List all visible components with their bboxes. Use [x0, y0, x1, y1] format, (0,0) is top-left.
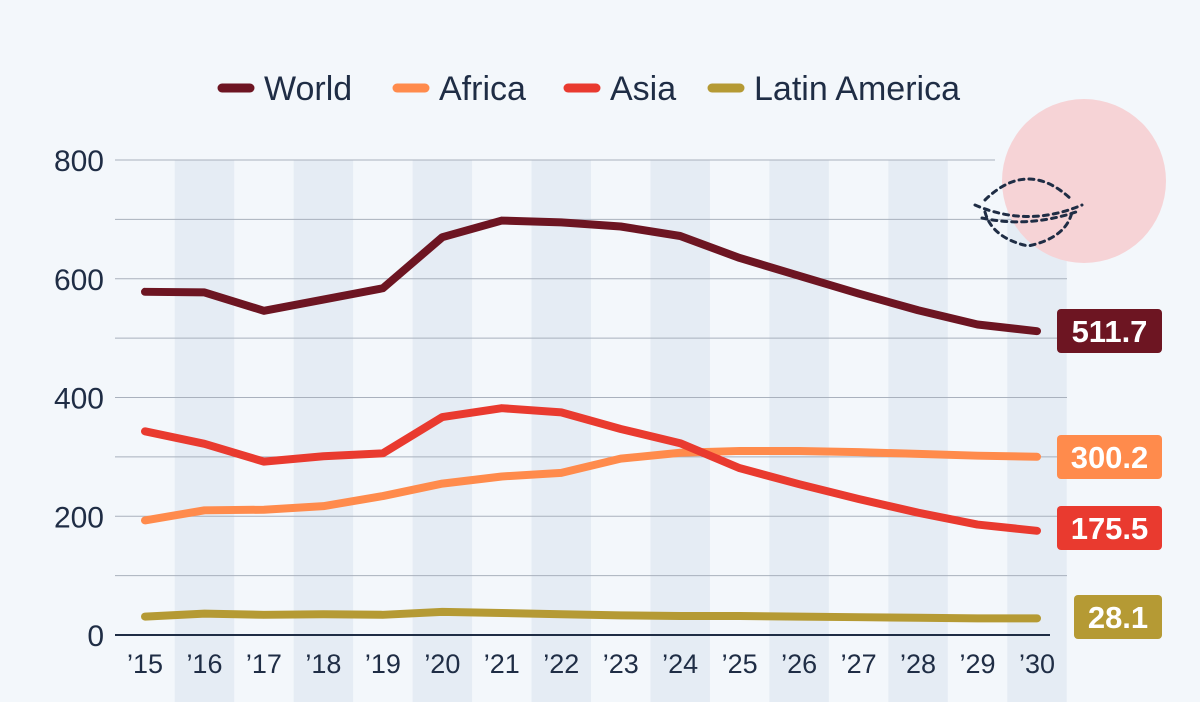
x-tick-label: ’22: [543, 649, 579, 679]
end-label-world: 511.7: [1057, 309, 1162, 353]
legend-item-africa: Africa: [392, 70, 526, 108]
y-tick-label: 800: [54, 145, 104, 178]
series-line-asia: [141, 404, 1041, 535]
legend-label: Latin America: [754, 70, 960, 108]
legend-label: Asia: [610, 70, 676, 108]
x-tick-label: ’20: [424, 649, 460, 679]
x-tick-label: ’21: [484, 649, 520, 679]
series-line-world: [141, 216, 1041, 336]
year-band: [769, 160, 829, 702]
legend-item-latin-america: Latin America: [707, 70, 960, 108]
end-label-asia: 175.5: [1057, 506, 1162, 550]
x-axis: ’15 ’16 ’17 ’18 ’19 ’20 ’21 ’22 ’23 ’24 ’25 ’26 ’27 ’…: [127, 649, 1055, 679]
end-label-box: [1057, 309, 1162, 353]
x-tick-label: ’17: [246, 649, 282, 679]
y-axis: 0 200 400 600 800: [54, 145, 104, 653]
y-tick-label: 200: [54, 501, 104, 534]
legend: World Africa Asia Latin America: [217, 70, 960, 108]
legend-item-world: World: [217, 70, 352, 108]
x-tick-label: ’24: [662, 649, 698, 679]
x-tick-label: ’19: [365, 649, 401, 679]
rice-bowl-icon: [973, 177, 1084, 248]
x-tick-label: ’27: [841, 649, 877, 679]
y-tick-label: 400: [54, 383, 104, 416]
x-tick-label: ’30: [1019, 649, 1055, 679]
x-tick-label: ’18: [305, 649, 341, 679]
gridlines: [115, 159, 1067, 636]
end-label-value: 511.7: [1072, 314, 1148, 349]
end-label-africa: 300.2: [1057, 435, 1162, 479]
year-band: [888, 160, 948, 702]
y-tick-label: 600: [54, 264, 104, 297]
x-tick-label: ’28: [900, 649, 936, 679]
series-line-africa: [141, 446, 1041, 525]
alternating-year-bands: [174, 160, 1067, 702]
rice-bowl-decoration: [973, 99, 1166, 263]
series-line-latin-america: [141, 607, 1041, 623]
x-tick-label: ’23: [603, 649, 639, 679]
end-label-box: [1057, 435, 1162, 479]
end-label-value: 28.1: [1088, 600, 1148, 635]
end-label-box: [1074, 595, 1162, 639]
x-tick-label: ’29: [960, 649, 996, 679]
end-label-value: 175.5: [1071, 511, 1149, 546]
year-band: [174, 160, 235, 702]
legend-label: World: [264, 70, 352, 108]
series-lines: [141, 216, 1041, 623]
year-band: [293, 160, 354, 702]
year-band: [650, 160, 710, 702]
y-tick-label: 0: [87, 620, 104, 653]
x-tick-label: ’25: [722, 649, 758, 679]
end-labels: 511.7 300.2 175.5 28.1: [1057, 309, 1162, 639]
year-band: [531, 160, 591, 702]
x-tick-label: ’26: [781, 649, 817, 679]
decor-circle: [1002, 99, 1166, 263]
x-tick-label: ’16: [186, 649, 222, 679]
end-label-value: 300.2: [1071, 440, 1149, 475]
end-label-latin-america: 28.1: [1074, 595, 1162, 639]
legend-label: Africa: [439, 70, 526, 108]
legend-item-asia: Asia: [563, 70, 676, 108]
end-label-box: [1057, 506, 1162, 550]
x-tick-label: ’15: [127, 649, 163, 679]
